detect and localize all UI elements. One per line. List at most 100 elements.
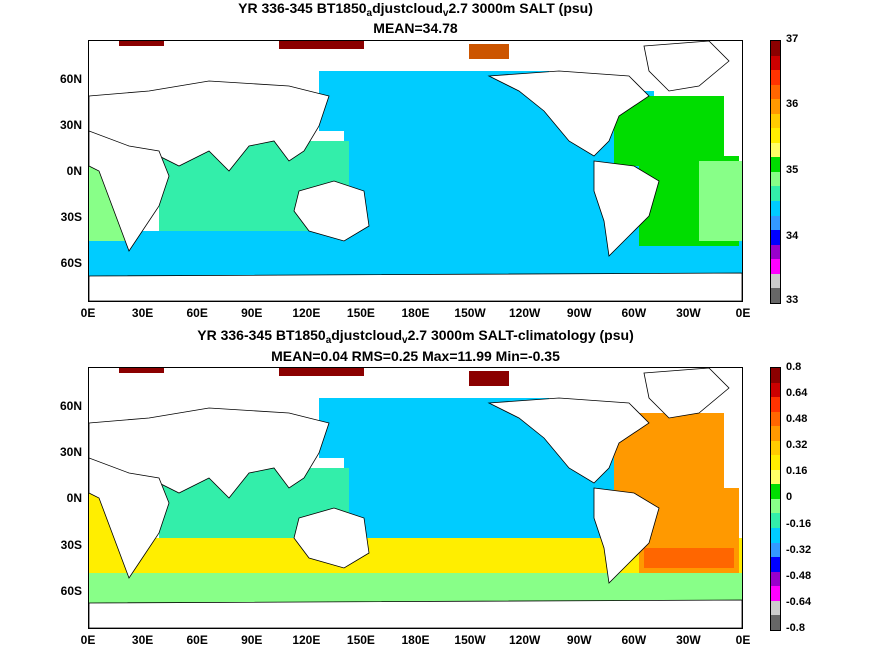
bottom-colorbar-tick-6: -0.16 [786, 518, 812, 530]
colorbar-block [771, 157, 780, 172]
x-tick-label: 180E [401, 633, 430, 647]
top-map-plot [88, 40, 743, 302]
land-south-america [593, 487, 660, 584]
land-south-america [593, 160, 660, 257]
x-tick-label: 90E [241, 633, 263, 647]
colorbar-block [771, 528, 780, 543]
colorbar-block [771, 230, 780, 245]
colorbar-block [771, 513, 780, 529]
bottom-map-plot [88, 367, 743, 629]
land-africa [89, 130, 170, 252]
top-ylabel-30n: 30N [59, 118, 82, 132]
x-tick-label: 30E [131, 633, 154, 647]
colorbar-block [771, 99, 780, 114]
land-australia [293, 180, 370, 242]
land-antarctica [89, 599, 742, 628]
bottom-colorbar-tick-4: 0.16 [786, 465, 808, 477]
x-tick-label: 90E [241, 306, 263, 320]
x-tick-label: 60E [186, 306, 208, 320]
x-tick-label: 0E [735, 306, 751, 320]
x-tick-label: 150E [346, 306, 375, 320]
x-tick-label: 30W [676, 633, 701, 647]
x-tick-label: 120E [292, 633, 321, 647]
x-tick-label: 150W [454, 306, 486, 320]
colorbar-block [771, 498, 780, 514]
x-tick-label: 30E [131, 306, 154, 320]
colorbar-block [771, 201, 780, 216]
bottom-colorbar-tick-5: 0 [786, 491, 793, 503]
colorbar-block [771, 41, 780, 56]
x-tick-label: 30W [676, 306, 701, 320]
x-tick-label: 150E [346, 633, 375, 647]
top-map-svg [89, 41, 742, 301]
x-tick-label: 120E [292, 306, 321, 320]
bottom-colorbar-tick-2: 0.48 [786, 413, 808, 425]
top-chart-title: YR 336-345 BT1850adjustcloudv2.7 3000m S… [238, 0, 593, 19]
land-australia [293, 507, 370, 569]
bottom-ylabel-60s: 60S [60, 584, 82, 598]
arctic-strip-2 [279, 368, 364, 376]
arctic-strip-2 [279, 41, 364, 49]
bottom-chart-subtitle: MEAN=0.04 RMS=0.25 Max=11.99 Min=-0.35 [271, 348, 560, 364]
colorbar-block [771, 368, 780, 383]
colorbar-block [771, 571, 780, 587]
top-colorbar-tick-34: 34 [786, 230, 799, 242]
top-ylabel-60s: 60S [60, 256, 82, 270]
x-tick-label: 90W [566, 633, 592, 647]
arctic-strip-1 [119, 368, 164, 373]
x-tick-label: 60W [621, 306, 647, 320]
colorbar-block [771, 186, 780, 202]
colorbar-block [771, 244, 780, 260]
x-tick-label: 60W [621, 633, 647, 647]
x-tick-label: 0E [80, 633, 96, 647]
land-greenland [643, 368, 730, 419]
land-north-america [487, 397, 650, 484]
ocean-southern-green [89, 573, 742, 603]
land-africa [89, 457, 170, 579]
x-tick-label: 90W [566, 306, 592, 320]
colorbar-block [771, 557, 780, 572]
top-ylabel-0n: 0N [66, 164, 82, 178]
bottom-colorbar-tick-3: 0.32 [786, 439, 808, 451]
colorbar-block [771, 411, 780, 427]
bottom-ylabel-60n: 60N [59, 399, 82, 413]
colorbar-block [771, 171, 780, 187]
bottom-colorbar [770, 367, 781, 631]
colorbar-block [771, 542, 780, 558]
ocean-atlantic-north [614, 96, 724, 166]
bottom-chart-title: YR 336-345 BT1850adjustcloudv2.7 3000m S… [197, 327, 634, 346]
colorbar-block [771, 288, 780, 303]
bottom-map-svg [89, 368, 742, 628]
bottom-colorbar-tick-8: -0.48 [786, 570, 812, 582]
bottom-ylabel-30n: 30N [59, 445, 82, 459]
ocean-patch-east [699, 161, 742, 241]
arctic-patch [469, 44, 509, 59]
colorbar-block [771, 84, 780, 100]
bottom-colorbar-tick-0: 0.8 [786, 361, 802, 373]
top-colorbar-tick-35: 35 [786, 164, 799, 176]
colorbar-block [771, 615, 780, 630]
top-colorbar [770, 40, 781, 304]
colorbar-block [771, 600, 780, 616]
x-tick-label: 60E [186, 633, 208, 647]
colorbar-block [771, 142, 780, 158]
colorbar-block [771, 440, 780, 456]
top-colorbar-tick-37: 37 [786, 33, 799, 45]
ocean-southern [89, 231, 742, 276]
colorbar-block [771, 382, 780, 398]
colorbar-block [771, 397, 780, 412]
arctic-strip-1 [119, 41, 164, 46]
bottom-colorbar-tick-1: 0.64 [786, 387, 808, 399]
x-tick-label: 150W [454, 633, 486, 647]
colorbar-block [771, 55, 780, 71]
colorbar-block [771, 273, 780, 289]
colorbar-block [771, 484, 780, 499]
colorbar-block [771, 215, 780, 231]
colorbar-block [771, 426, 780, 441]
x-tick-label: 120W [508, 633, 541, 647]
arctic-patch [469, 371, 509, 386]
colorbar-block [771, 259, 780, 274]
bottom-colorbar-tick-10: -0.8 [786, 622, 805, 634]
bottom-colorbar-tick-9: -0.64 [786, 596, 812, 608]
bottom-colorbar-tick-7: -0.32 [786, 544, 812, 556]
